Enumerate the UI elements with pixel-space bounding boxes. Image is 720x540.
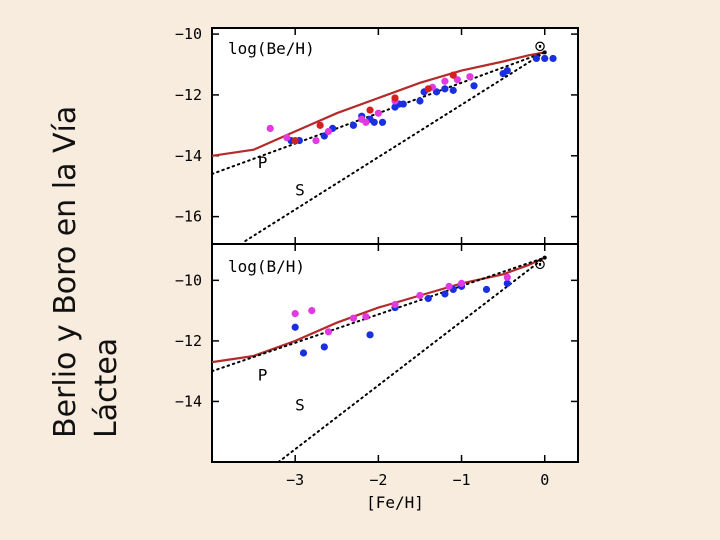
top-panel-title: log(Be/H)	[228, 39, 315, 58]
top-curve-label-S: S	[295, 180, 305, 199]
bottom-line-S	[277, 256, 546, 462]
bottom-point-blue	[441, 290, 449, 298]
top-point-blue	[441, 85, 449, 93]
bottom-point-magenta	[324, 328, 333, 336]
top-point-blue	[432, 88, 441, 96]
top-ytick-label: −12	[175, 86, 202, 104]
top-ytick-label: −16	[175, 208, 202, 226]
top-point-red	[366, 106, 374, 114]
top-point-red	[449, 71, 457, 79]
bottom-panel-frame	[211, 243, 579, 463]
top-point-red	[424, 85, 432, 93]
x-axis-label: [Fe/H]	[366, 493, 424, 512]
bottom-ytick-label: −10	[175, 271, 202, 289]
top-point-blue	[399, 100, 407, 108]
bottom-point-magenta	[503, 273, 511, 281]
bottom-point-blue	[503, 279, 511, 287]
top-curve-label-P: P	[258, 153, 268, 172]
top-solar-point	[542, 50, 547, 55]
bottom-point-magenta	[349, 314, 358, 322]
top-point-blue	[532, 54, 541, 63]
bottom-point-magenta	[457, 279, 466, 287]
bottom-curve-label-S: S	[295, 396, 305, 415]
top-point-blue	[449, 86, 457, 94]
top-point-blue	[549, 54, 557, 63]
bottom-xtick-label: −1	[453, 471, 471, 489]
top-point-red	[391, 94, 399, 102]
top-point-blue	[378, 118, 387, 126]
bottom-point-blue	[299, 349, 308, 357]
top-point-magenta	[466, 73, 474, 81]
top-point-blue	[370, 118, 378, 126]
bottom-point-magenta	[308, 307, 316, 315]
bottom-point-blue	[424, 294, 432, 303]
bottom-line-P	[212, 256, 546, 373]
top-point-magenta	[283, 133, 291, 142]
top-point-magenta	[324, 127, 333, 136]
top-point-magenta	[362, 118, 370, 126]
bottom-point-blue	[291, 323, 299, 331]
bottom-ytick-label: −12	[175, 332, 202, 350]
bottom-point-blue	[366, 331, 374, 339]
top-point-magenta	[312, 136, 320, 145]
bottom-point-blue	[482, 285, 491, 294]
top-point-magenta	[453, 76, 461, 84]
bottom-point-magenta	[391, 300, 399, 309]
top-ytick-label: −10	[175, 25, 202, 43]
bottom-point-magenta	[445, 282, 453, 290]
slide-title: Berlio y Boro en la Vía Láctea	[48, 106, 120, 438]
bottom-ytick-label: −14	[175, 392, 202, 410]
bottom-point-blue	[320, 343, 328, 351]
top-panel-marks: −10 −12 −14 −16 P S	[175, 25, 578, 244]
bottom-xtick-label: −3	[286, 471, 304, 489]
top-solar-symbol: ⊙	[535, 36, 546, 57]
bottom-xtick-label: 0	[540, 471, 549, 489]
top-point-magenta	[266, 124, 274, 132]
bottom-panel-title: log(B/H)	[228, 257, 305, 276]
bottom-solar-symbol: ⊙	[535, 254, 546, 275]
bottom-point-magenta	[416, 291, 424, 300]
top-point-blue	[541, 54, 549, 63]
bottom-curve-label-P: P	[258, 365, 268, 384]
top-point-blue	[470, 82, 478, 90]
top-point-red	[316, 121, 324, 129]
top-point-magenta	[441, 77, 449, 85]
top-point-red	[291, 136, 299, 145]
top-point-blue	[416, 97, 424, 105]
top-line-S	[244, 51, 546, 242]
panel-bottom-boron: −10−12−14−3 −2 −1 0PS log(B/H) ⊙	[175, 243, 579, 489]
bottom-panel-marks: −10−12−14−3 −2 −1 0PS	[175, 244, 578, 489]
top-line-model	[212, 51, 545, 157]
top-point-blue	[349, 121, 358, 129]
top-point-magenta	[374, 109, 382, 117]
bottom-xtick-label: −2	[369, 471, 387, 489]
slide-title-line2: Láctea	[89, 338, 120, 438]
top-ytick-label: −14	[175, 147, 202, 165]
slide-title-line1: Berlio y Boro en la Vía	[48, 106, 83, 438]
bottom-solar-point	[542, 255, 547, 260]
top-point-blue	[503, 66, 511, 75]
bottom-line-model	[212, 256, 546, 364]
top-point-blue	[320, 132, 328, 140]
bottom-point-magenta	[362, 313, 370, 321]
bottom-point-magenta	[291, 310, 299, 318]
